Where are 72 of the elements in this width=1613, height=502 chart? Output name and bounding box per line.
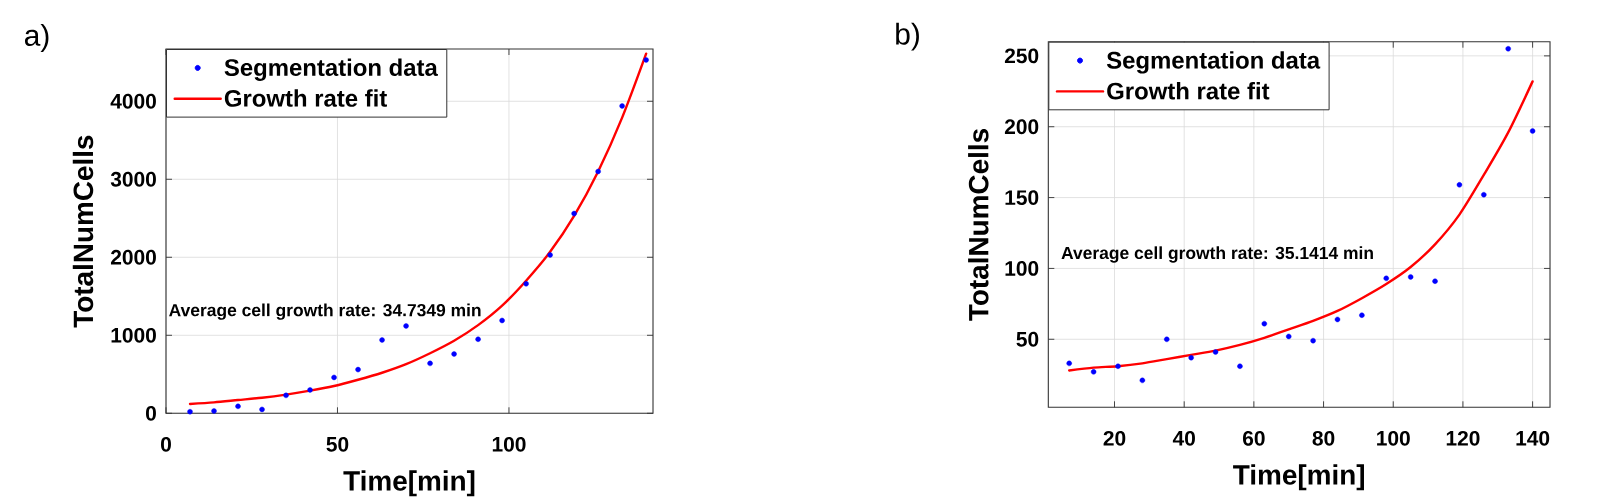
x-tick-label: 120 — [1446, 430, 1480, 446]
point — [1529, 128, 1536, 134]
point — [1407, 274, 1414, 280]
point — [1456, 182, 1463, 188]
y-tick-label: 3000 — [110, 171, 156, 187]
point — [1066, 360, 1072, 367]
point — [1212, 349, 1219, 355]
y-tick-label: 200 — [1004, 119, 1039, 135]
y-axis-title: TotalNumCells — [72, 135, 94, 328]
x-tick-label: 80 — [1312, 430, 1335, 446]
point — [1090, 369, 1097, 375]
point — [571, 210, 577, 217]
point — [379, 337, 385, 343]
point — [1481, 192, 1487, 198]
point — [451, 351, 457, 357]
point — [619, 103, 625, 109]
x-tick-label: 60 — [1243, 430, 1265, 446]
legend-label: Growth rate fit — [1107, 81, 1270, 100]
point — [1164, 336, 1170, 342]
point — [331, 374, 337, 381]
y-tick-label: 1000 — [111, 327, 156, 343]
point — [643, 57, 649, 63]
point — [547, 252, 553, 258]
point — [1188, 355, 1194, 361]
x-tick-label: 100 — [492, 436, 526, 452]
y-axis-title: TotalNumCells — [968, 129, 989, 321]
point — [1432, 278, 1438, 284]
point — [595, 168, 601, 175]
x-axis-title: Time[min] — [1233, 464, 1364, 491]
annotation: Average cell growth rate: 34.7349 min — [169, 303, 481, 320]
chart-title: a) — [24, 24, 49, 52]
point — [475, 336, 481, 342]
annotation: Average cell growth rate: 35.1414 min — [1061, 246, 1373, 263]
point — [1359, 312, 1365, 318]
legend-label: Growth rate fit — [224, 89, 387, 107]
x-tick-label: 50 — [326, 436, 349, 452]
point — [1310, 338, 1316, 344]
point — [1286, 333, 1292, 340]
y-tick-label: 150 — [1005, 190, 1039, 205]
point — [211, 408, 217, 414]
y-tick-label: 100 — [1005, 261, 1039, 276]
chart-title: b) — [896, 22, 919, 51]
x-tick-label: 0 — [161, 436, 171, 452]
y-tick-label: 50 — [1016, 331, 1039, 347]
point — [523, 281, 529, 287]
x-tick-label: 100 — [1377, 430, 1410, 446]
point — [1115, 363, 1121, 369]
point — [1237, 363, 1243, 369]
point — [187, 409, 193, 415]
point — [403, 323, 409, 329]
point — [235, 403, 241, 409]
y-tick-label: 4000 — [110, 93, 156, 109]
x-axis-title: Time[min] — [343, 470, 475, 497]
legend-label: Segmentation data — [1106, 51, 1321, 74]
point — [499, 317, 505, 324]
x-tick-label: 140 — [1516, 430, 1550, 446]
point — [1334, 316, 1341, 323]
point — [427, 360, 433, 367]
point — [355, 366, 361, 373]
point — [1139, 377, 1146, 384]
x-tick-label: 20 — [1103, 430, 1126, 446]
x-tick-label: 40 — [1172, 430, 1195, 446]
point — [1261, 320, 1268, 327]
point — [1505, 46, 1511, 52]
point — [307, 387, 313, 393]
legend-label: Segmentation data — [224, 58, 438, 81]
y-tick-label: 2000 — [110, 249, 156, 265]
y-tick-label: 0 — [145, 405, 156, 421]
y-tick-label: 250 — [1004, 48, 1039, 64]
point — [1383, 275, 1389, 282]
point — [259, 406, 265, 413]
point — [283, 392, 289, 399]
